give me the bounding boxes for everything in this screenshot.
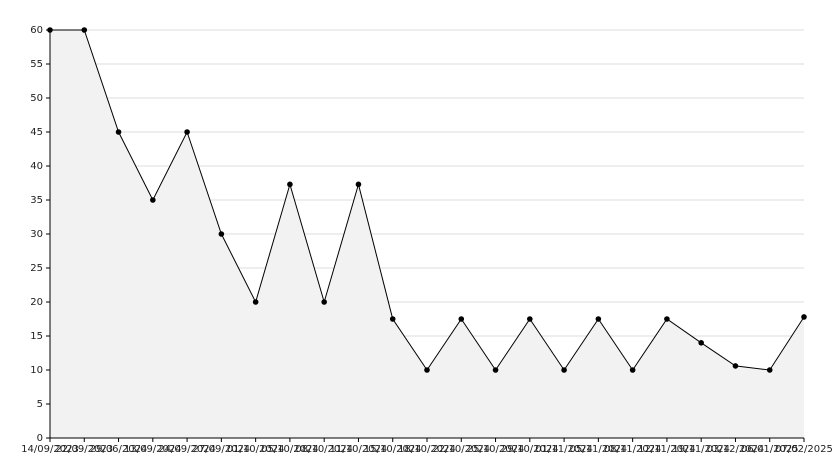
x-tick-label: 03/12/2024 xyxy=(707,444,765,455)
y-tick-label: 0 xyxy=(37,433,43,444)
x-tick-label: 18/10/2024 xyxy=(398,444,456,455)
x-tick-label: 13/09/2024 xyxy=(124,444,182,455)
point xyxy=(355,181,362,188)
x-tick-label: 14/09/2023 xyxy=(21,444,79,455)
point xyxy=(150,197,156,203)
point xyxy=(732,363,739,369)
point xyxy=(81,27,88,33)
point xyxy=(389,316,396,322)
x-tick-label: 22/10/2024 xyxy=(432,444,490,455)
point xyxy=(321,299,327,305)
point xyxy=(698,340,704,346)
point xyxy=(184,129,190,135)
x-tick-label: 01/11/2024 xyxy=(535,444,593,455)
y-tick-label: 45 xyxy=(30,127,43,138)
point xyxy=(287,181,293,188)
x-tick-label: 05/10/2024 xyxy=(261,444,319,455)
x-tick-label: 01/10/2024 xyxy=(227,444,285,455)
point xyxy=(424,367,430,373)
point xyxy=(527,316,533,322)
x-tick-label: 24/09/2024 xyxy=(158,444,216,455)
y-tick-label: 10 xyxy=(30,365,43,376)
y-tick-label: 50 xyxy=(30,93,43,104)
area-fill xyxy=(50,30,804,438)
x-tick-label: 07/02/2025 xyxy=(775,444,833,455)
x-tick-label: 08/11/2024 xyxy=(604,444,662,455)
y-tick-label: 20 xyxy=(30,297,43,308)
point xyxy=(766,367,773,373)
point xyxy=(252,299,259,305)
point xyxy=(561,367,567,373)
y-tick-label: 30 xyxy=(30,229,43,240)
x-tick-label: 19/11/2024 xyxy=(672,444,730,455)
x-tick-label: 12/11/2024 xyxy=(638,444,696,455)
y-tick-label: 25 xyxy=(30,263,43,274)
point xyxy=(664,316,670,322)
y-tick-label: 60 xyxy=(30,25,43,36)
x-tick-label: 15/10/2024 xyxy=(364,444,422,455)
x-tick-label: 25/10/2024 xyxy=(467,444,525,455)
point xyxy=(458,316,465,322)
y-tick-label: 40 xyxy=(30,161,43,172)
x-tick-label: 29/10/2024 xyxy=(501,444,559,455)
point xyxy=(492,367,499,373)
x-tick-label: 05/11/2024 xyxy=(570,444,628,455)
point xyxy=(801,314,807,320)
y-tick-label: 15 xyxy=(30,331,43,342)
x-tick-label: 11/10/2024 xyxy=(330,444,388,455)
point xyxy=(218,231,225,237)
point xyxy=(115,129,122,135)
point xyxy=(595,316,602,322)
x-tick-label: 06/01/2025 xyxy=(741,444,799,455)
y-tick-label: 55 xyxy=(30,59,43,70)
x-tick-label: 27/09/2024 xyxy=(193,444,251,455)
x-tick-label: 22/09/2023 xyxy=(55,444,113,455)
point xyxy=(629,367,636,373)
y-tick-label: 5 xyxy=(37,399,43,410)
y-tick-label: 35 xyxy=(30,195,43,206)
x-tick-label: 08/10/2024 xyxy=(295,444,353,455)
x-tick-label: 29/06/2024 xyxy=(90,444,148,455)
